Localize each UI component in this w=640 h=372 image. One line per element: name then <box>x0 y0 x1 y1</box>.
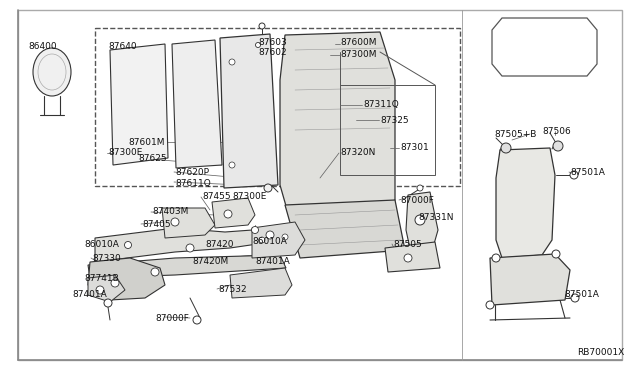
Text: 87331N: 87331N <box>418 213 454 222</box>
Circle shape <box>252 227 259 234</box>
Circle shape <box>404 254 412 262</box>
Circle shape <box>171 218 179 226</box>
Text: 87625: 87625 <box>138 154 166 163</box>
Text: 87000F: 87000F <box>155 314 189 323</box>
Polygon shape <box>88 255 286 278</box>
Circle shape <box>266 231 274 239</box>
Text: 87505+B: 87505+B <box>494 130 536 139</box>
Text: 87401A: 87401A <box>255 257 290 266</box>
Polygon shape <box>490 254 570 305</box>
Text: 87620P: 87620P <box>175 168 209 177</box>
Text: 87405: 87405 <box>142 220 171 229</box>
Circle shape <box>553 141 563 151</box>
Polygon shape <box>88 275 125 302</box>
Circle shape <box>501 143 511 153</box>
Ellipse shape <box>33 48 71 96</box>
Text: RB70001X: RB70001X <box>577 348 624 357</box>
Bar <box>507 30 535 62</box>
Text: 87505: 87505 <box>393 240 422 249</box>
Circle shape <box>264 184 272 192</box>
Circle shape <box>552 250 560 258</box>
Polygon shape <box>252 222 305 258</box>
Circle shape <box>417 185 423 191</box>
Polygon shape <box>496 148 555 258</box>
Text: 87301: 87301 <box>400 143 429 152</box>
Circle shape <box>104 299 112 307</box>
Polygon shape <box>110 44 168 165</box>
Circle shape <box>259 23 265 29</box>
Circle shape <box>224 210 232 218</box>
Circle shape <box>229 59 235 65</box>
Text: 87603: 87603 <box>258 38 287 47</box>
Circle shape <box>259 237 265 243</box>
Text: 87602: 87602 <box>258 48 287 57</box>
Text: 87325: 87325 <box>380 116 408 125</box>
Text: 87403M: 87403M <box>152 207 188 216</box>
Circle shape <box>255 42 260 48</box>
Text: 87600M: 87600M <box>340 38 376 47</box>
Polygon shape <box>212 198 255 228</box>
Bar <box>502 28 587 66</box>
Text: 87300M: 87300M <box>340 50 376 59</box>
Text: 87455: 87455 <box>202 192 230 201</box>
Polygon shape <box>172 40 222 168</box>
Text: 87401A: 87401A <box>72 290 107 299</box>
Bar <box>340 85 435 175</box>
Circle shape <box>229 162 235 168</box>
Circle shape <box>193 316 201 324</box>
Text: 86400: 86400 <box>28 42 56 51</box>
Text: 87320N: 87320N <box>340 148 376 157</box>
Circle shape <box>96 286 104 294</box>
Polygon shape <box>280 32 395 220</box>
Text: 87640: 87640 <box>108 42 136 51</box>
Circle shape <box>282 234 288 240</box>
Circle shape <box>111 279 119 287</box>
Circle shape <box>571 294 579 302</box>
Text: 87311Q: 87311Q <box>363 100 399 109</box>
Text: 87420M: 87420M <box>192 257 228 266</box>
Polygon shape <box>385 242 440 272</box>
Text: 87611Q: 87611Q <box>175 179 211 188</box>
Circle shape <box>186 244 194 252</box>
Text: 87501A: 87501A <box>564 290 599 299</box>
Bar <box>95 28 460 186</box>
Bar <box>542 30 572 62</box>
Text: 87300E: 87300E <box>108 148 142 157</box>
Polygon shape <box>88 258 165 300</box>
Text: 87420: 87420 <box>205 240 234 249</box>
Text: 87501A: 87501A <box>570 168 605 177</box>
Polygon shape <box>230 268 292 298</box>
Circle shape <box>415 215 425 225</box>
Polygon shape <box>285 200 405 258</box>
Text: 87601M: 87601M <box>128 138 164 147</box>
Bar <box>543 31 571 61</box>
Circle shape <box>570 171 578 179</box>
Circle shape <box>125 241 131 248</box>
Text: 87741B: 87741B <box>84 274 119 283</box>
Polygon shape <box>162 208 215 238</box>
Polygon shape <box>492 18 597 76</box>
Text: 86010A: 86010A <box>84 240 119 249</box>
Text: 86010A: 86010A <box>252 237 287 246</box>
Text: 87300E: 87300E <box>232 192 266 201</box>
Text: 87000F: 87000F <box>400 196 434 205</box>
Text: 87330: 87330 <box>92 254 121 263</box>
Circle shape <box>151 268 159 276</box>
Circle shape <box>486 301 494 309</box>
Circle shape <box>492 254 500 262</box>
Polygon shape <box>406 192 438 258</box>
Text: 87506: 87506 <box>542 127 571 136</box>
Polygon shape <box>95 228 285 262</box>
Polygon shape <box>220 34 278 188</box>
Text: 87532: 87532 <box>218 285 246 294</box>
